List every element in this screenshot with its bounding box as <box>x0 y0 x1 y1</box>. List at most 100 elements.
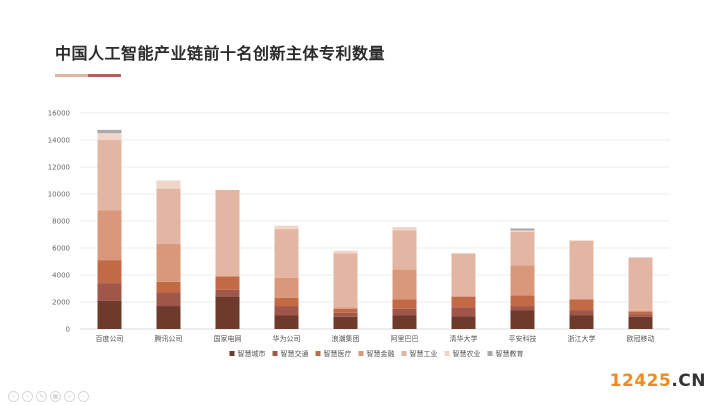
y-tick-label: 0 <box>66 326 70 334</box>
watermark-dot: . <box>671 371 679 391</box>
bar-segment <box>392 269 417 300</box>
bar-segment <box>628 257 653 312</box>
x-tick-label: 百度公司 <box>96 334 124 343</box>
watermark-number: 12425 <box>609 371 672 391</box>
bar-segment <box>510 265 535 296</box>
y-tick-label: 14000 <box>48 137 70 145</box>
legend-label: 智慧农业 <box>453 349 481 358</box>
bar-segment <box>215 289 240 297</box>
x-tick-label: 清华大学 <box>450 334 478 343</box>
y-tick-label: 10000 <box>48 191 70 199</box>
bar-segment <box>392 299 417 309</box>
bar-segment <box>628 316 653 329</box>
legend-swatch <box>487 351 493 356</box>
legend-swatch <box>272 351 278 356</box>
x-tick-label: 腾讯公司 <box>155 334 183 343</box>
bar-segment <box>569 240 594 300</box>
bar-segment <box>451 316 476 329</box>
bar-segment <box>510 306 535 311</box>
title-accent-light <box>55 74 88 77</box>
bar-segment <box>392 308 417 316</box>
legend-label: 智慧医疗 <box>324 349 352 358</box>
bar-segment <box>97 300 122 329</box>
bar-segment <box>628 311 653 315</box>
watermark-suffix: CN <box>678 371 706 391</box>
bar-segment <box>451 253 476 297</box>
legend-swatch <box>444 351 450 356</box>
bar-segment <box>510 310 535 329</box>
bar-segment <box>215 276 240 290</box>
bar-segment <box>97 133 122 140</box>
x-tick-label: 平安科技 <box>509 334 537 343</box>
bar-segment <box>333 307 358 309</box>
bar-segment <box>97 210 122 261</box>
bar-segment <box>274 297 299 307</box>
bar-segment <box>97 260 122 284</box>
next-icon[interactable]: › <box>22 391 33 402</box>
legend-label: 智慧交通 <box>281 349 309 358</box>
bar-segment <box>215 189 240 277</box>
bar-segment <box>274 315 299 329</box>
bar-segment <box>274 229 299 278</box>
legend-swatch <box>358 351 364 356</box>
bar-segment <box>333 312 358 317</box>
chart-title: 中国人工智能产业链前十名创新主体专利数量 <box>55 44 386 63</box>
y-tick-label: 6000 <box>52 245 70 253</box>
legend-swatch <box>229 351 235 356</box>
bar-segment <box>569 310 594 316</box>
bar-segment <box>392 315 417 329</box>
y-tick-label: 4000 <box>52 272 70 280</box>
bar-segment <box>451 307 476 317</box>
bar-segment <box>510 228 535 231</box>
x-tick-label: 浙江大学 <box>568 334 596 343</box>
y-tick-label: 8000 <box>52 218 70 226</box>
prev-icon[interactable]: ‹ <box>8 391 19 402</box>
x-tick-label: 华为公司 <box>273 334 301 343</box>
bar-segment <box>510 231 535 266</box>
bar-segment <box>628 314 653 317</box>
legend-label: 智慧教育 <box>496 349 524 358</box>
bar-segment <box>274 277 299 298</box>
bar-segment <box>392 230 417 270</box>
legend-label: 智慧城市 <box>238 349 266 358</box>
bar-segment <box>569 315 594 329</box>
legend-swatch <box>315 351 321 356</box>
more-icon[interactable]: ⋯ <box>78 391 89 402</box>
pen-icon[interactable]: ✎ <box>36 391 47 402</box>
bar-segment <box>156 243 181 282</box>
title-accent-dark <box>88 74 121 77</box>
x-tick-label: 阿里巴巴 <box>391 334 419 343</box>
bar-segment <box>569 299 594 311</box>
x-tick-label: 国家电网 <box>214 334 242 343</box>
legend-label: 智慧工业 <box>410 349 438 358</box>
bar-segment <box>333 316 358 329</box>
bar-segment <box>333 250 358 254</box>
y-tick-label: 12000 <box>48 164 70 172</box>
legend-label: 智慧金融 <box>367 349 395 358</box>
slide-toolbar: ‹ › ✎ ▦ ⌕ ⋯ <box>8 391 89 402</box>
bar-segment <box>510 295 535 307</box>
bar-segment <box>97 129 122 134</box>
y-tick-label: 16000 <box>48 110 70 118</box>
search-icon[interactable]: ⌕ <box>64 391 75 402</box>
bar-segment <box>156 292 181 307</box>
legend-swatch <box>401 351 407 356</box>
bar-segment <box>274 225 299 230</box>
y-tick-label: 2000 <box>52 299 70 307</box>
bar-segment <box>333 253 358 308</box>
grid-icon[interactable]: ▦ <box>50 391 61 402</box>
bar-segment <box>156 306 181 329</box>
x-tick-label: 浪潮集团 <box>332 334 360 343</box>
bar-segment <box>274 306 299 316</box>
bar-segment <box>510 230 535 232</box>
bar-segment <box>451 296 476 308</box>
bar-segment <box>215 296 240 329</box>
x-tick-label: 欧冠移动 <box>627 334 655 343</box>
bar-segment <box>156 180 181 189</box>
bar-segment <box>97 140 122 211</box>
bar-segment <box>333 308 358 313</box>
watermark-logo: 12425.CN <box>610 371 706 391</box>
bar-segment <box>97 283 122 301</box>
bar-segment <box>156 281 181 293</box>
